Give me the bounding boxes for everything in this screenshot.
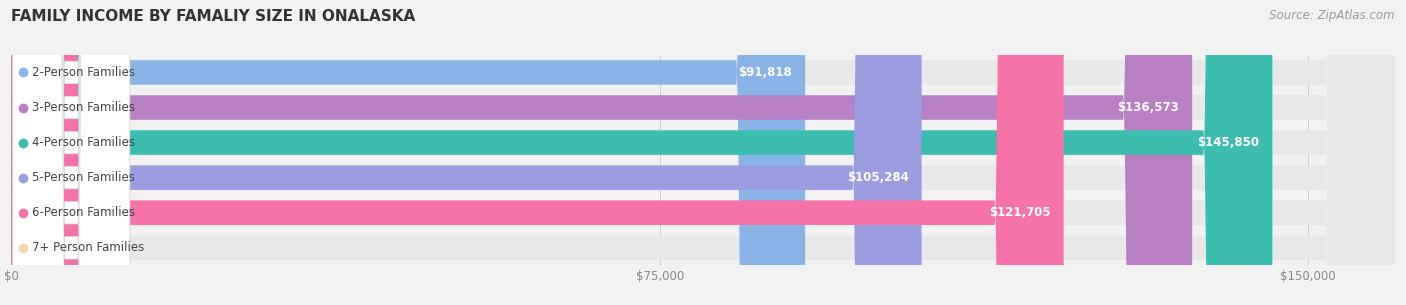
FancyBboxPatch shape	[13, 0, 129, 305]
FancyBboxPatch shape	[11, 0, 1395, 305]
FancyBboxPatch shape	[11, 0, 1395, 305]
Text: $0: $0	[32, 241, 49, 254]
FancyBboxPatch shape	[11, 0, 1063, 305]
FancyBboxPatch shape	[11, 0, 1395, 305]
Text: 5-Person Families: 5-Person Families	[32, 171, 135, 184]
FancyBboxPatch shape	[11, 0, 1192, 305]
FancyBboxPatch shape	[13, 0, 129, 305]
Text: 3-Person Families: 3-Person Families	[32, 101, 135, 114]
Text: 7+ Person Families: 7+ Person Families	[32, 241, 145, 254]
FancyBboxPatch shape	[13, 0, 129, 305]
FancyBboxPatch shape	[13, 0, 129, 305]
FancyBboxPatch shape	[13, 0, 129, 305]
Text: $91,818: $91,818	[738, 66, 792, 79]
Text: 6-Person Families: 6-Person Families	[32, 206, 135, 219]
Text: $136,573: $136,573	[1118, 101, 1180, 114]
Text: FAMILY INCOME BY FAMALIY SIZE IN ONALASKA: FAMILY INCOME BY FAMALIY SIZE IN ONALASK…	[11, 9, 416, 24]
FancyBboxPatch shape	[11, 0, 921, 305]
Text: Source: ZipAtlas.com: Source: ZipAtlas.com	[1270, 9, 1395, 22]
FancyBboxPatch shape	[13, 0, 129, 305]
FancyBboxPatch shape	[11, 0, 1272, 305]
FancyBboxPatch shape	[11, 0, 1395, 305]
FancyBboxPatch shape	[11, 0, 1395, 305]
Text: $145,850: $145,850	[1198, 136, 1260, 149]
Text: 4-Person Families: 4-Person Families	[32, 136, 135, 149]
Text: $105,284: $105,284	[846, 171, 908, 184]
Text: $121,705: $121,705	[988, 206, 1050, 219]
FancyBboxPatch shape	[11, 0, 806, 305]
Text: 2-Person Families: 2-Person Families	[32, 66, 135, 79]
FancyBboxPatch shape	[11, 0, 1395, 305]
